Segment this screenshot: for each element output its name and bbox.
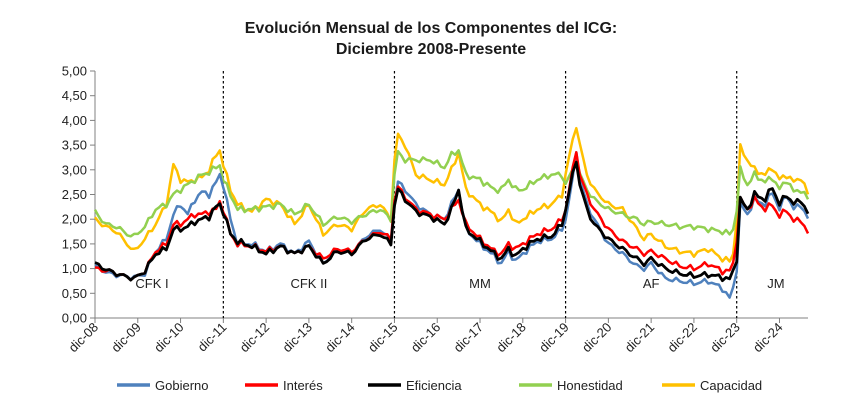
y-tick-label: 4,00 [62,113,87,128]
chart-title: Evolución Mensual de los Componentes del… [0,18,862,60]
x-tick-label: dic-16 [408,320,444,356]
x-tick-label: dic-19 [536,320,572,356]
y-tick-label: 3,50 [62,138,87,153]
y-tick-label: 5,00 [62,64,87,79]
x-tick-label: dic-12 [237,320,273,356]
x-tick-label: dic-14 [322,320,358,356]
chart-title-line-1: Evolución Mensual de los Componentes del… [244,20,618,37]
chart-title-line-2: Diciembre 2008-Presente [335,41,527,58]
y-tick-label: 1,50 [62,236,87,251]
x-tick-label: dic-20 [579,320,615,356]
x-tick-label: dic-13 [279,320,315,356]
period-label: AF [643,276,660,291]
x-tick-label: dic-21 [622,320,658,356]
x-axis: dic-08 dic-09 dic-10 dic-11 dic-12 dic-13 dic-… [65,317,808,356]
y-tick-label: 2,50 [62,187,87,202]
x-tick-label: dic-23 [707,320,743,356]
series-line-gobierno [94,151,810,299]
legend-label-capacidad: Capacidad [700,378,762,393]
x-tick-label: dic-10 [151,320,187,356]
series-line-eficiencia [94,160,810,283]
x-tick-label: dic-11 [194,320,229,355]
period-label: JM [767,276,784,291]
y-tick-label: 2,00 [62,212,87,227]
x-tick-label: dic-17 [450,320,486,356]
period-label: CFK I [135,276,168,291]
legend-label-gobierno: Gobierno [155,378,208,393]
period-label: MM [469,276,491,291]
x-tick-label: dic-22 [664,320,700,356]
series-line-honestidad [93,149,810,238]
legend-label-eficiencia: Eficiencia [406,378,462,393]
x-tick-label: dic-09 [108,320,144,356]
x-tick-label: dic-18 [493,320,529,356]
series-lines [93,126,810,299]
period-label: CFK II [290,276,327,291]
y-tick-label: 3,00 [62,162,87,177]
y-tick-label: 1,00 [62,261,87,276]
legend-label-interés: Interés [283,378,323,393]
y-tick-label: 0,00 [62,311,87,326]
y-axis: 0,00 0,50 1,00 1,50 2,00 2,50 3,00 3,50 4,00 4,50… [62,64,96,326]
x-tick-label: dic-24 [750,320,786,356]
legend-label-honestidad: Honestidad [557,378,623,393]
y-tick-label: 4,50 [62,88,87,103]
series-line-capacidad [94,126,810,263]
period-labels: CFK I CFK II MM AF JM [135,276,784,291]
legend: Gobierno Interés Eficiencia Honestidad Capac… [117,378,762,393]
series-line-interés [94,151,810,282]
y-tick-label: 0,50 [62,286,87,301]
x-tick-label: dic-15 [365,320,401,356]
